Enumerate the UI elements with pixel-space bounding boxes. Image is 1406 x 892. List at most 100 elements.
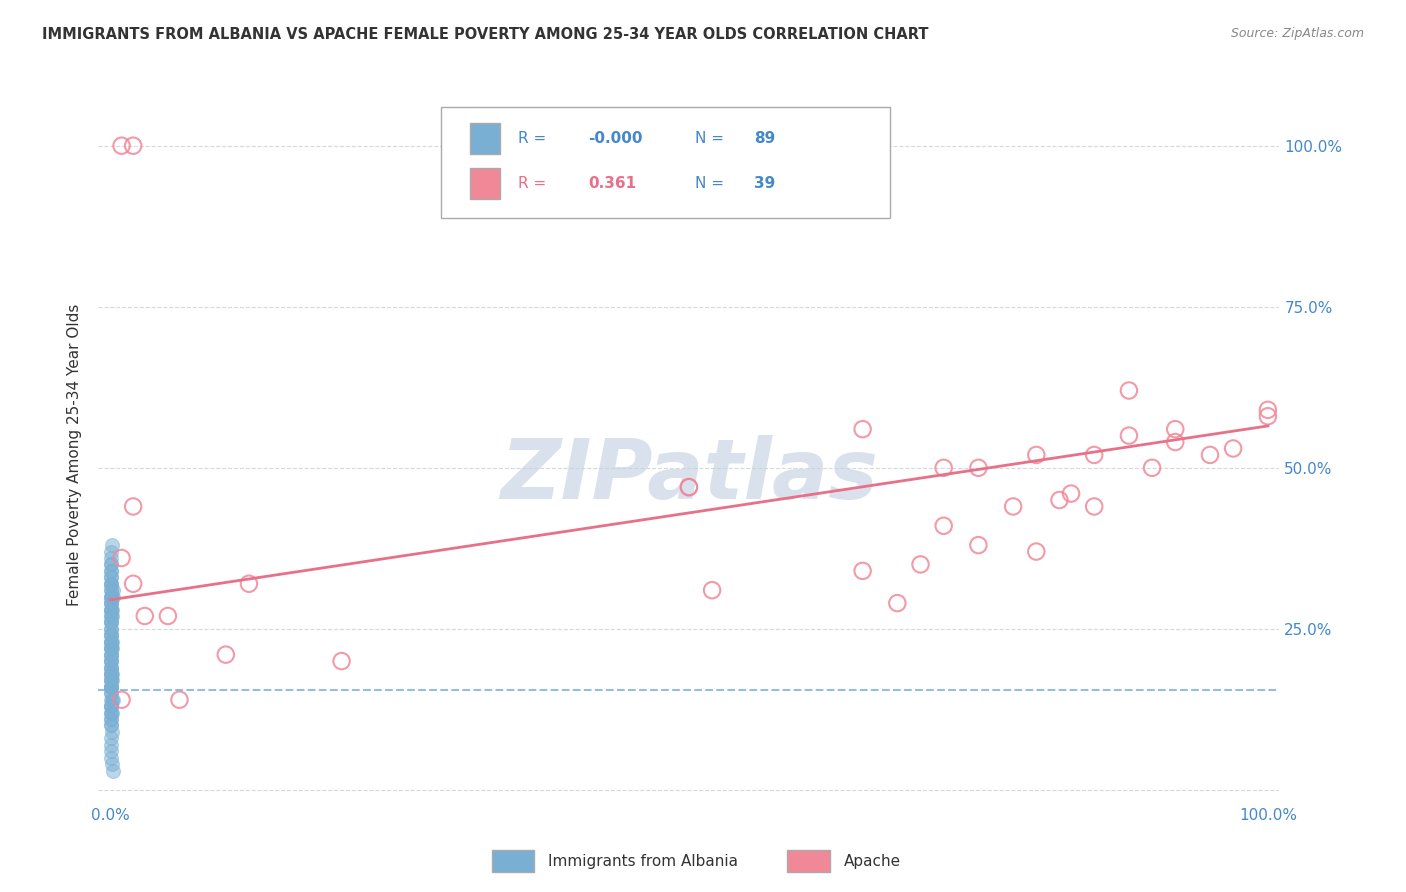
Point — [100, 641, 122, 656]
Point — [100, 628, 122, 642]
Point — [100, 680, 122, 694]
Point — [100, 699, 122, 714]
Point — [100, 648, 122, 662]
Text: Source: ZipAtlas.com: Source: ZipAtlas.com — [1230, 27, 1364, 40]
Point — [100, 673, 122, 688]
Point — [100, 667, 122, 681]
Point — [100, 634, 122, 648]
Text: ZIPatlas: ZIPatlas — [501, 435, 877, 516]
Point — [100, 564, 122, 578]
Point — [100, 699, 122, 714]
Point — [101, 757, 124, 772]
Point — [103, 583, 125, 598]
Point — [100, 596, 122, 610]
Point — [932, 518, 955, 533]
Point — [100, 615, 122, 630]
Point — [100, 654, 122, 668]
Point — [122, 138, 145, 153]
Point — [1257, 402, 1279, 417]
Point — [110, 692, 132, 706]
Point — [100, 609, 122, 624]
Point — [1257, 409, 1279, 424]
Point — [852, 422, 875, 436]
Point — [1140, 460, 1163, 475]
Point — [100, 686, 122, 700]
Point — [100, 744, 122, 758]
Point — [1164, 435, 1187, 450]
Point — [100, 570, 122, 584]
Point — [100, 558, 122, 572]
Point — [100, 641, 122, 656]
Point — [110, 551, 132, 566]
Point — [100, 680, 122, 694]
Point — [100, 673, 122, 688]
Point — [156, 609, 179, 624]
FancyBboxPatch shape — [441, 107, 890, 219]
Point — [101, 538, 124, 552]
Bar — [471, 168, 501, 199]
Point — [1164, 422, 1187, 436]
Point — [100, 602, 122, 616]
Text: 39: 39 — [754, 176, 775, 191]
Point — [101, 641, 124, 656]
Point — [238, 576, 260, 591]
Point — [100, 576, 122, 591]
Text: R =: R = — [517, 176, 551, 191]
Point — [100, 615, 122, 630]
Point — [1199, 448, 1222, 462]
Y-axis label: Female Poverty Among 25-34 Year Olds: Female Poverty Among 25-34 Year Olds — [67, 304, 83, 606]
Point — [100, 590, 122, 604]
Point — [1025, 544, 1047, 558]
Point — [967, 460, 990, 475]
Point — [100, 706, 122, 720]
Point — [100, 564, 122, 578]
Point — [101, 609, 124, 624]
Point — [101, 667, 124, 681]
Point — [100, 634, 122, 648]
Point — [852, 564, 875, 578]
Point — [103, 692, 125, 706]
Point — [100, 634, 122, 648]
Point — [100, 551, 122, 566]
Point — [100, 544, 122, 558]
Point — [1025, 448, 1047, 462]
Text: 89: 89 — [754, 131, 775, 146]
Text: N =: N = — [695, 176, 728, 191]
Point — [100, 686, 122, 700]
Bar — [471, 123, 501, 154]
Point — [100, 654, 122, 668]
Point — [103, 764, 125, 778]
Point — [100, 667, 122, 681]
Text: Apache: Apache — [844, 855, 901, 869]
Text: N =: N = — [695, 131, 728, 146]
Point — [100, 706, 122, 720]
Text: R =: R = — [517, 131, 551, 146]
Point — [100, 570, 122, 584]
Text: Immigrants from Albania: Immigrants from Albania — [548, 855, 738, 869]
Point — [100, 712, 122, 726]
Point — [100, 615, 122, 630]
Point — [100, 602, 122, 616]
Point — [100, 738, 122, 752]
Point — [100, 590, 122, 604]
Text: -0.000: -0.000 — [589, 131, 643, 146]
Point — [100, 602, 122, 616]
Point — [700, 583, 723, 598]
Point — [100, 731, 122, 746]
Point — [101, 602, 124, 616]
Point — [101, 590, 124, 604]
Point — [100, 680, 122, 694]
Point — [101, 692, 124, 706]
Point — [100, 590, 122, 604]
Point — [169, 692, 191, 706]
Point — [100, 750, 122, 764]
Point — [678, 480, 700, 494]
Point — [100, 654, 122, 668]
Point — [100, 596, 122, 610]
Point — [100, 660, 122, 674]
Point — [910, 558, 932, 572]
Point — [100, 648, 122, 662]
Point — [122, 576, 145, 591]
Point — [100, 667, 122, 681]
Point — [100, 718, 122, 732]
